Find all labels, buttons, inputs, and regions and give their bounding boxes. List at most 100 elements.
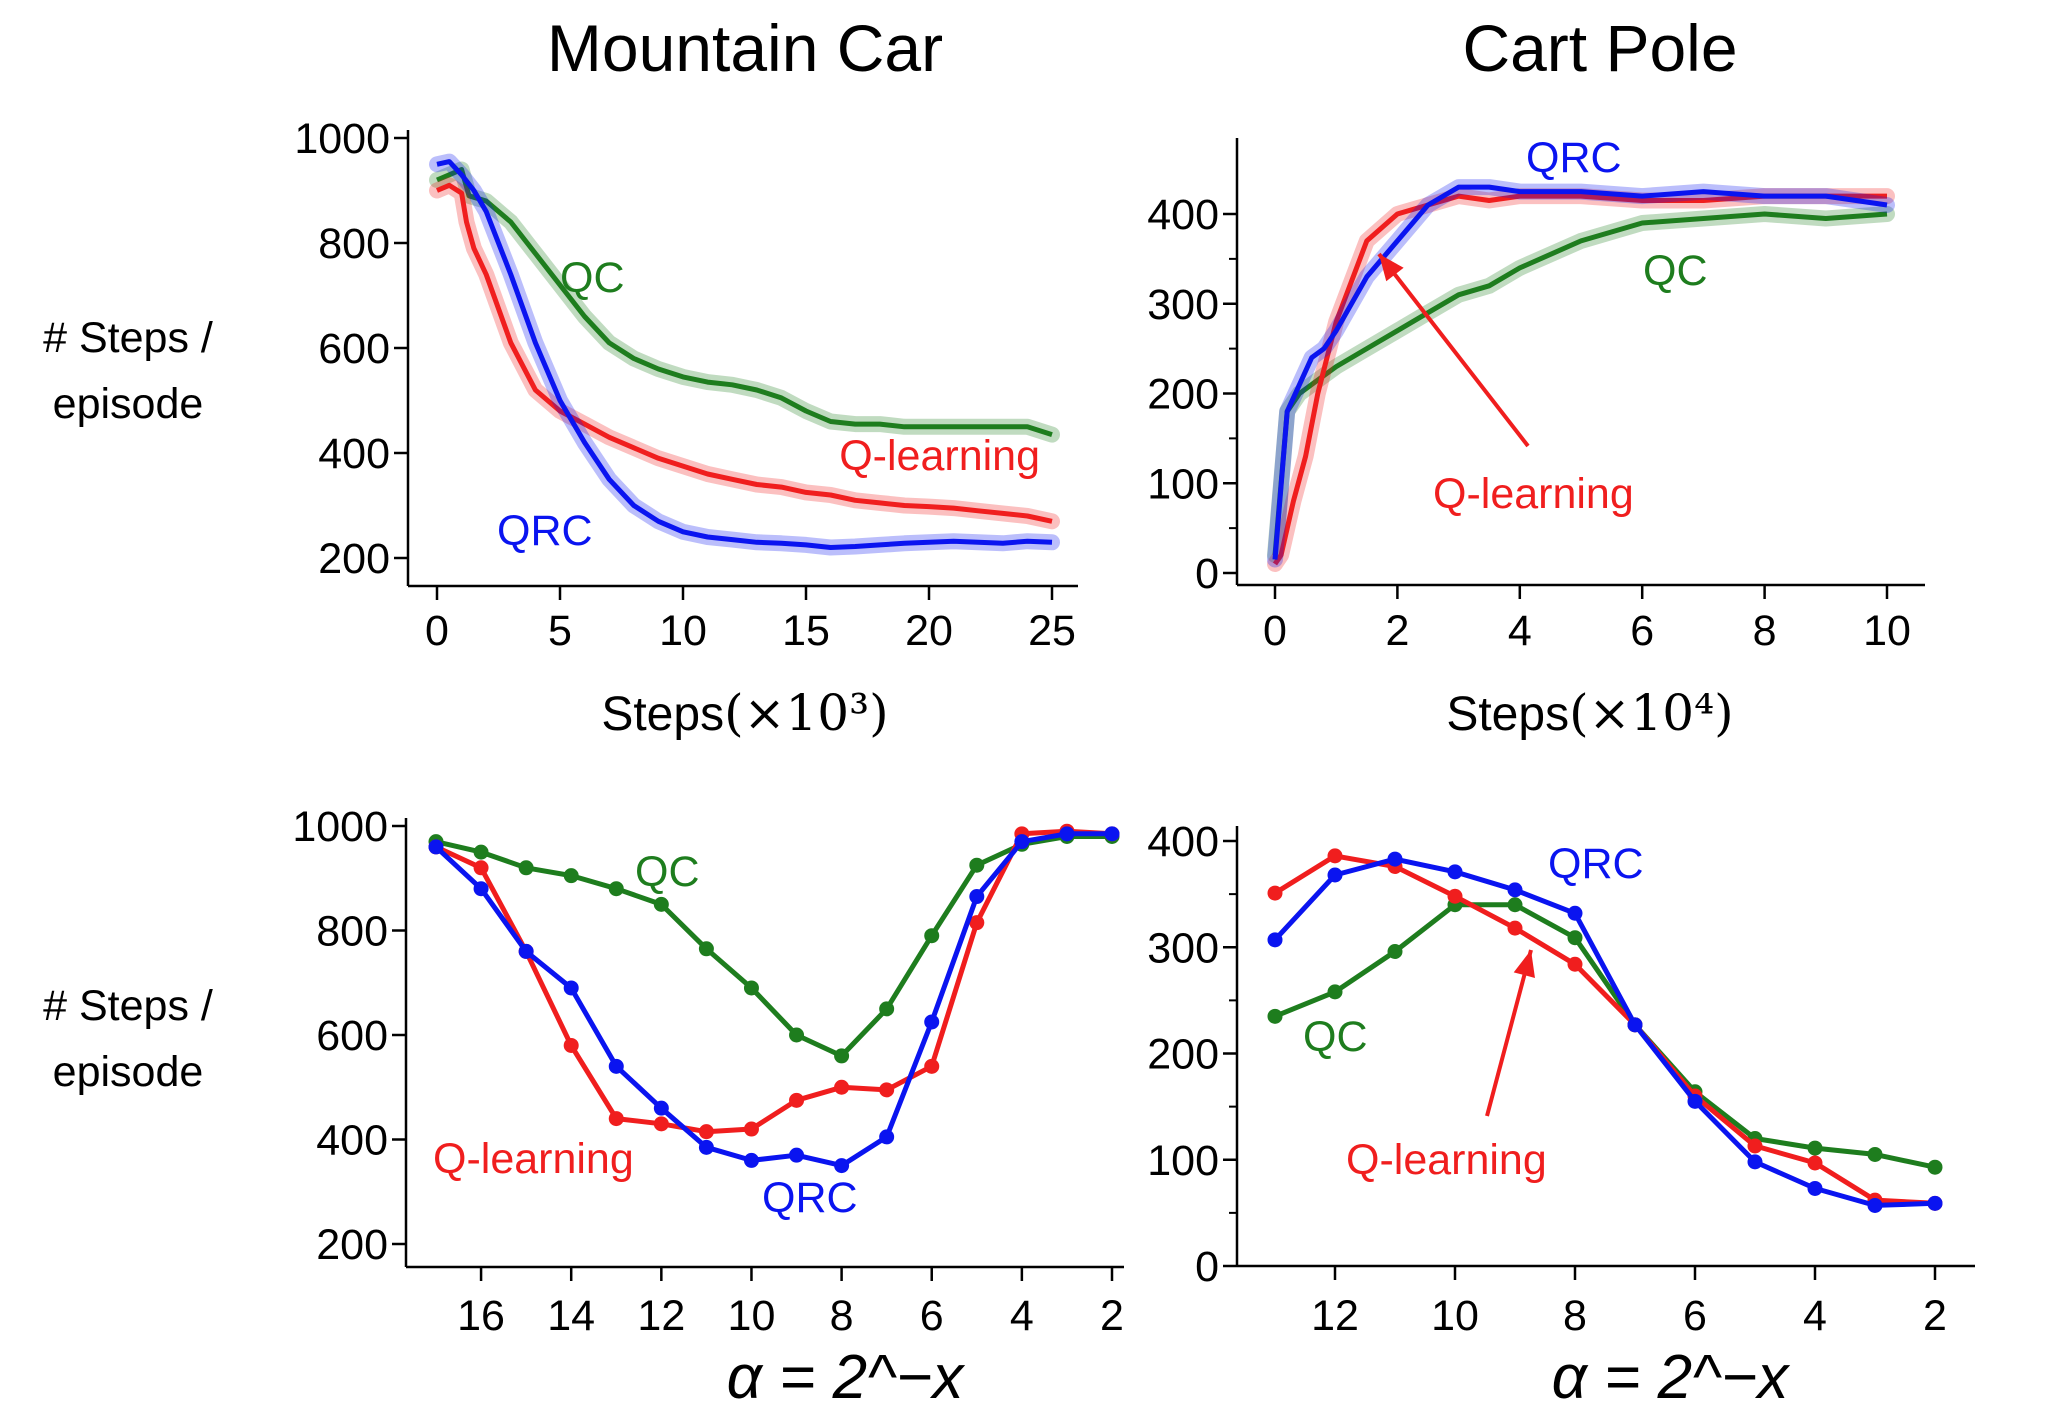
chart-panel-1: 200 400 600 800 1000 0 5 10 15 20 25 Steps(×10³) QC Q… [294, 115, 1078, 742]
x-tick-label: 4 [1803, 1292, 1827, 1340]
chart-panel-4: 0 100 200 300 400 12 10 8 6 4 2 α = 2^−x QRC QC Q-lear… [1147, 818, 1975, 1407]
data-point-qrc [1687, 1093, 1703, 1109]
data-point-qrc [1867, 1197, 1883, 1213]
annotation-qrc: QRC [497, 507, 593, 555]
data-point-q-learning [1747, 1138, 1763, 1154]
data-point-qrc [1327, 867, 1343, 883]
data-point-qrc [518, 943, 534, 959]
data-point-q-learning [1327, 848, 1343, 864]
data-point-q-learning [879, 1082, 895, 1098]
x-tick-label: 16 [457, 1292, 505, 1340]
data-point-q-learning [563, 1037, 579, 1053]
x-tick-label: 8 [1753, 607, 1777, 655]
annotation-qrc: QRC [1548, 840, 1644, 888]
data-point-q-learning [698, 1124, 714, 1140]
x-tick-label: 14 [547, 1292, 595, 1340]
row-ylabel-top: # Steps / episode [8, 305, 248, 437]
series-line-qrc [1273, 856, 1936, 1208]
series-line-qc [1272, 211, 1888, 556]
data-point-qrc [879, 1129, 895, 1145]
ylabel-line-1: # Steps / [43, 314, 213, 362]
x-tick-label: 6 [1683, 1292, 1707, 1340]
x-tick-label: 2 [1385, 607, 1409, 655]
x-tick-label: 10 [728, 1292, 776, 1340]
data-point-q-learning [1807, 1155, 1823, 1171]
ylabel-line-2: episode [52, 380, 204, 428]
x-tick-label: 12 [1311, 1292, 1359, 1340]
annotation-q-learning: Q-learning [433, 1135, 634, 1183]
y-tick-label: 0 [1195, 550, 1219, 598]
title-cart-pole: Cart Pole [1462, 11, 1738, 85]
data-point-qrc [1927, 1195, 1943, 1211]
x-tick-label: 10 [1863, 607, 1911, 655]
data-point-qc [1807, 1140, 1823, 1156]
x-tick-label: 6 [1630, 607, 1654, 655]
data-point-qc [789, 1027, 805, 1043]
x-axis-label: Steps(×10³) [601, 684, 888, 742]
y-tick-label: 600 [316, 1012, 388, 1060]
annotation-qrc: QRC [762, 1174, 858, 1222]
title-mountain-car: Mountain Car [546, 11, 944, 85]
data-point-qc [1267, 1008, 1283, 1024]
series-line-qrc [434, 831, 1112, 1169]
annotation-qc: QC [1643, 247, 1708, 295]
x-axis-label-text: Steps [1446, 688, 1569, 741]
data-point-qrc [1447, 864, 1463, 880]
data-point-qc [1327, 984, 1343, 1000]
data-point-qrc [789, 1147, 805, 1163]
ylabel-line-2: episode [52, 1048, 204, 1096]
data-point-qc [1927, 1159, 1943, 1175]
data-point-qrc [653, 1100, 669, 1116]
data-point-qrc [1507, 882, 1523, 898]
x-tick-label: 6 [920, 1292, 944, 1340]
series-line-qc [435, 834, 1112, 1059]
data-point-qrc [1807, 1180, 1823, 1196]
data-point-qc [1387, 944, 1403, 959]
data-point-qc [698, 941, 714, 957]
annotation-arrow-head [1379, 254, 1404, 282]
x-axis-label-scale: (×10³) [724, 684, 889, 742]
data-point-qrc [1627, 1017, 1643, 1033]
data-point-q-learning [969, 915, 985, 931]
ylabel-line-1: # Steps / [43, 982, 213, 1030]
y-tick-label: 400 [1147, 818, 1219, 866]
x-tick-label: 0 [1263, 607, 1287, 655]
series-line-q-learning [434, 828, 1113, 1135]
data-point-qrc [608, 1058, 624, 1074]
series-line-qrc [436, 159, 1053, 550]
x-tick-label: 20 [905, 607, 953, 655]
y-tick-label: 100 [1147, 1137, 1219, 1185]
x-tick-label: 10 [659, 607, 707, 655]
y-tick-label: 200 [1147, 1031, 1219, 1079]
data-point-qc [518, 860, 534, 876]
data-point-qc [924, 928, 940, 944]
x-tick-label: 25 [1028, 607, 1076, 655]
y-tick-label: 1000 [294, 115, 390, 163]
data-point-qrc [1104, 826, 1120, 842]
y-tick-label: 400 [1147, 191, 1219, 239]
annotation-q-learning: Q-learning [1433, 470, 1634, 518]
data-point-qrc [1014, 834, 1030, 850]
data-point-qrc [1267, 932, 1283, 948]
data-point-qc [879, 1001, 895, 1017]
row-ylabel-bottom: # Steps / episode [8, 973, 248, 1105]
data-point-qc [653, 896, 669, 912]
x-tick-label: 12 [637, 1292, 685, 1340]
data-point-qrc [428, 839, 444, 855]
y-tick-label: 200 [316, 1221, 388, 1269]
data-point-qc [563, 868, 579, 884]
x-tick-label: 2 [1100, 1292, 1124, 1340]
y-tick-label: 800 [318, 220, 390, 268]
annotation-arrow-line [1485, 949, 1533, 1117]
x-axis-label: α = 2^−x [727, 1343, 966, 1407]
data-point-qc [608, 881, 624, 897]
data-point-q-learning [743, 1121, 759, 1137]
data-point-q-learning [1567, 956, 1583, 972]
data-point-qc [1867, 1146, 1883, 1162]
annotation-arrow-line [1377, 252, 1530, 448]
chart-panel-2: 0 100 200 300 400 0 2 4 6 8 10 Steps(×10⁴) QRC QC Q-le… [1147, 134, 1925, 742]
x-tick-label: 5 [548, 607, 572, 655]
y-tick-label: 1000 [292, 803, 388, 851]
data-point-q-learning [924, 1058, 940, 1074]
data-point-qc [969, 857, 985, 873]
